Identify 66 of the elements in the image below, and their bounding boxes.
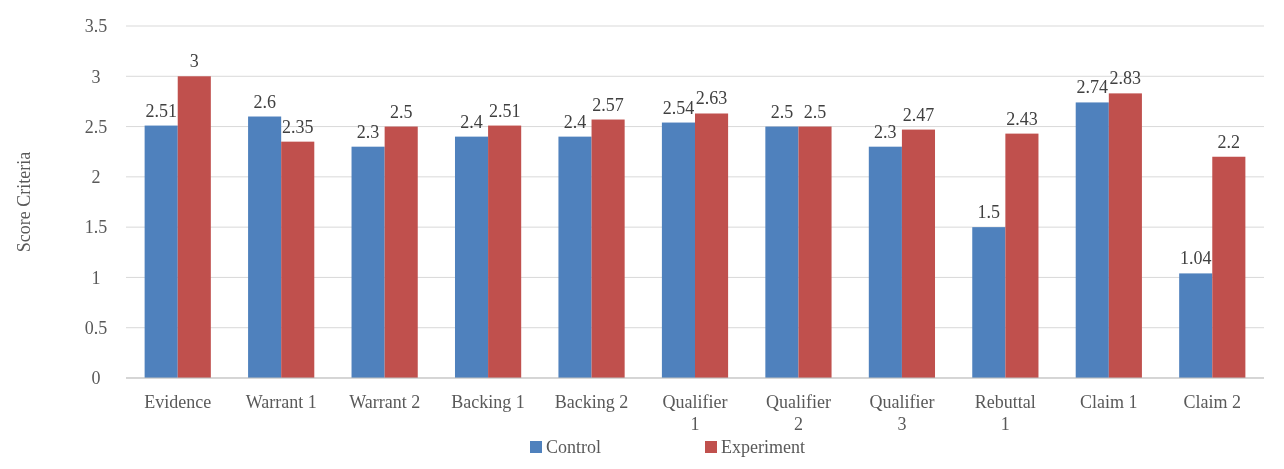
data-label: 2.6 xyxy=(253,91,276,112)
bar xyxy=(488,125,522,378)
y-tick-label: 2 xyxy=(91,167,101,188)
data-label: 2.5 xyxy=(770,101,794,122)
x-tick-label: Backing 1 xyxy=(451,392,525,412)
bar xyxy=(351,146,385,378)
x-tick-label: Backing 2 xyxy=(554,392,629,412)
data-label: 2.47 xyxy=(902,104,935,125)
bar xyxy=(384,126,418,378)
bar xyxy=(1108,93,1142,378)
data-label: 1.04 xyxy=(1179,248,1212,269)
data-label: 2.3 xyxy=(356,121,380,142)
data-label: 2.63 xyxy=(695,88,728,109)
y-axis-title: Score Criteria xyxy=(14,151,34,253)
data-label: 2.35 xyxy=(281,116,314,137)
bar xyxy=(454,136,489,378)
legend-label: Experiment xyxy=(721,437,805,457)
bar xyxy=(1005,133,1039,378)
x-tick-label: Qualifier 2 xyxy=(765,392,831,434)
legend-label: Control xyxy=(546,437,602,457)
x-tick-label: Warrant 2 xyxy=(349,392,421,412)
bar xyxy=(972,227,1006,378)
data-label: 2.5 xyxy=(803,101,827,122)
bar xyxy=(1075,102,1109,378)
data-label: 2.3 xyxy=(874,121,897,142)
bar xyxy=(798,126,832,378)
x-tick-label: Claim 2 xyxy=(1183,392,1242,412)
data-label: 2.74 xyxy=(1076,77,1109,98)
data-label: 3 xyxy=(189,51,199,72)
bar xyxy=(901,129,936,378)
x-tick-label: Claim 1 xyxy=(1080,392,1138,412)
bar xyxy=(144,125,178,378)
data-label: 2.4 xyxy=(563,111,587,132)
bar xyxy=(177,76,211,378)
data-label: 2.4 xyxy=(460,111,483,132)
data-label: 2.43 xyxy=(1006,108,1038,129)
y-tick-label: 3 xyxy=(91,66,101,87)
bar xyxy=(591,119,625,378)
data-label: 2.54 xyxy=(662,97,695,118)
bar xyxy=(558,136,592,378)
bar xyxy=(1179,273,1213,378)
bar xyxy=(695,113,729,378)
y-tick-label: 2.5 xyxy=(84,116,108,137)
bar xyxy=(765,126,799,378)
data-label: 2.57 xyxy=(592,94,624,115)
bar xyxy=(868,146,902,378)
bar xyxy=(281,141,315,378)
bar xyxy=(248,116,282,378)
x-tick-label: Evidence xyxy=(144,392,212,412)
x-tick-label: Qualifier 1 xyxy=(662,392,728,434)
y-tick-label: 1.5 xyxy=(84,217,108,238)
data-label: 1.5 xyxy=(977,202,1001,223)
data-label: 2.83 xyxy=(1109,68,1142,89)
y-tick-label: 1 xyxy=(91,267,101,288)
y-tick-label: 3.5 xyxy=(84,16,108,37)
data-label: 2.2 xyxy=(1217,131,1241,152)
data-label: 2.51 xyxy=(488,100,521,121)
data-label: 2.5 xyxy=(389,101,413,122)
bar xyxy=(661,122,695,378)
bar xyxy=(1212,156,1246,378)
data-label: 2.51 xyxy=(145,100,177,121)
x-tick-label: Warrant 1 xyxy=(245,392,317,412)
y-tick-label: 0 xyxy=(91,368,101,389)
x-tick-label: Qualifier 3 xyxy=(869,392,935,434)
y-tick-label: 0.5 xyxy=(84,318,108,339)
x-tick-label: Rebuttal 1 xyxy=(974,392,1036,434)
